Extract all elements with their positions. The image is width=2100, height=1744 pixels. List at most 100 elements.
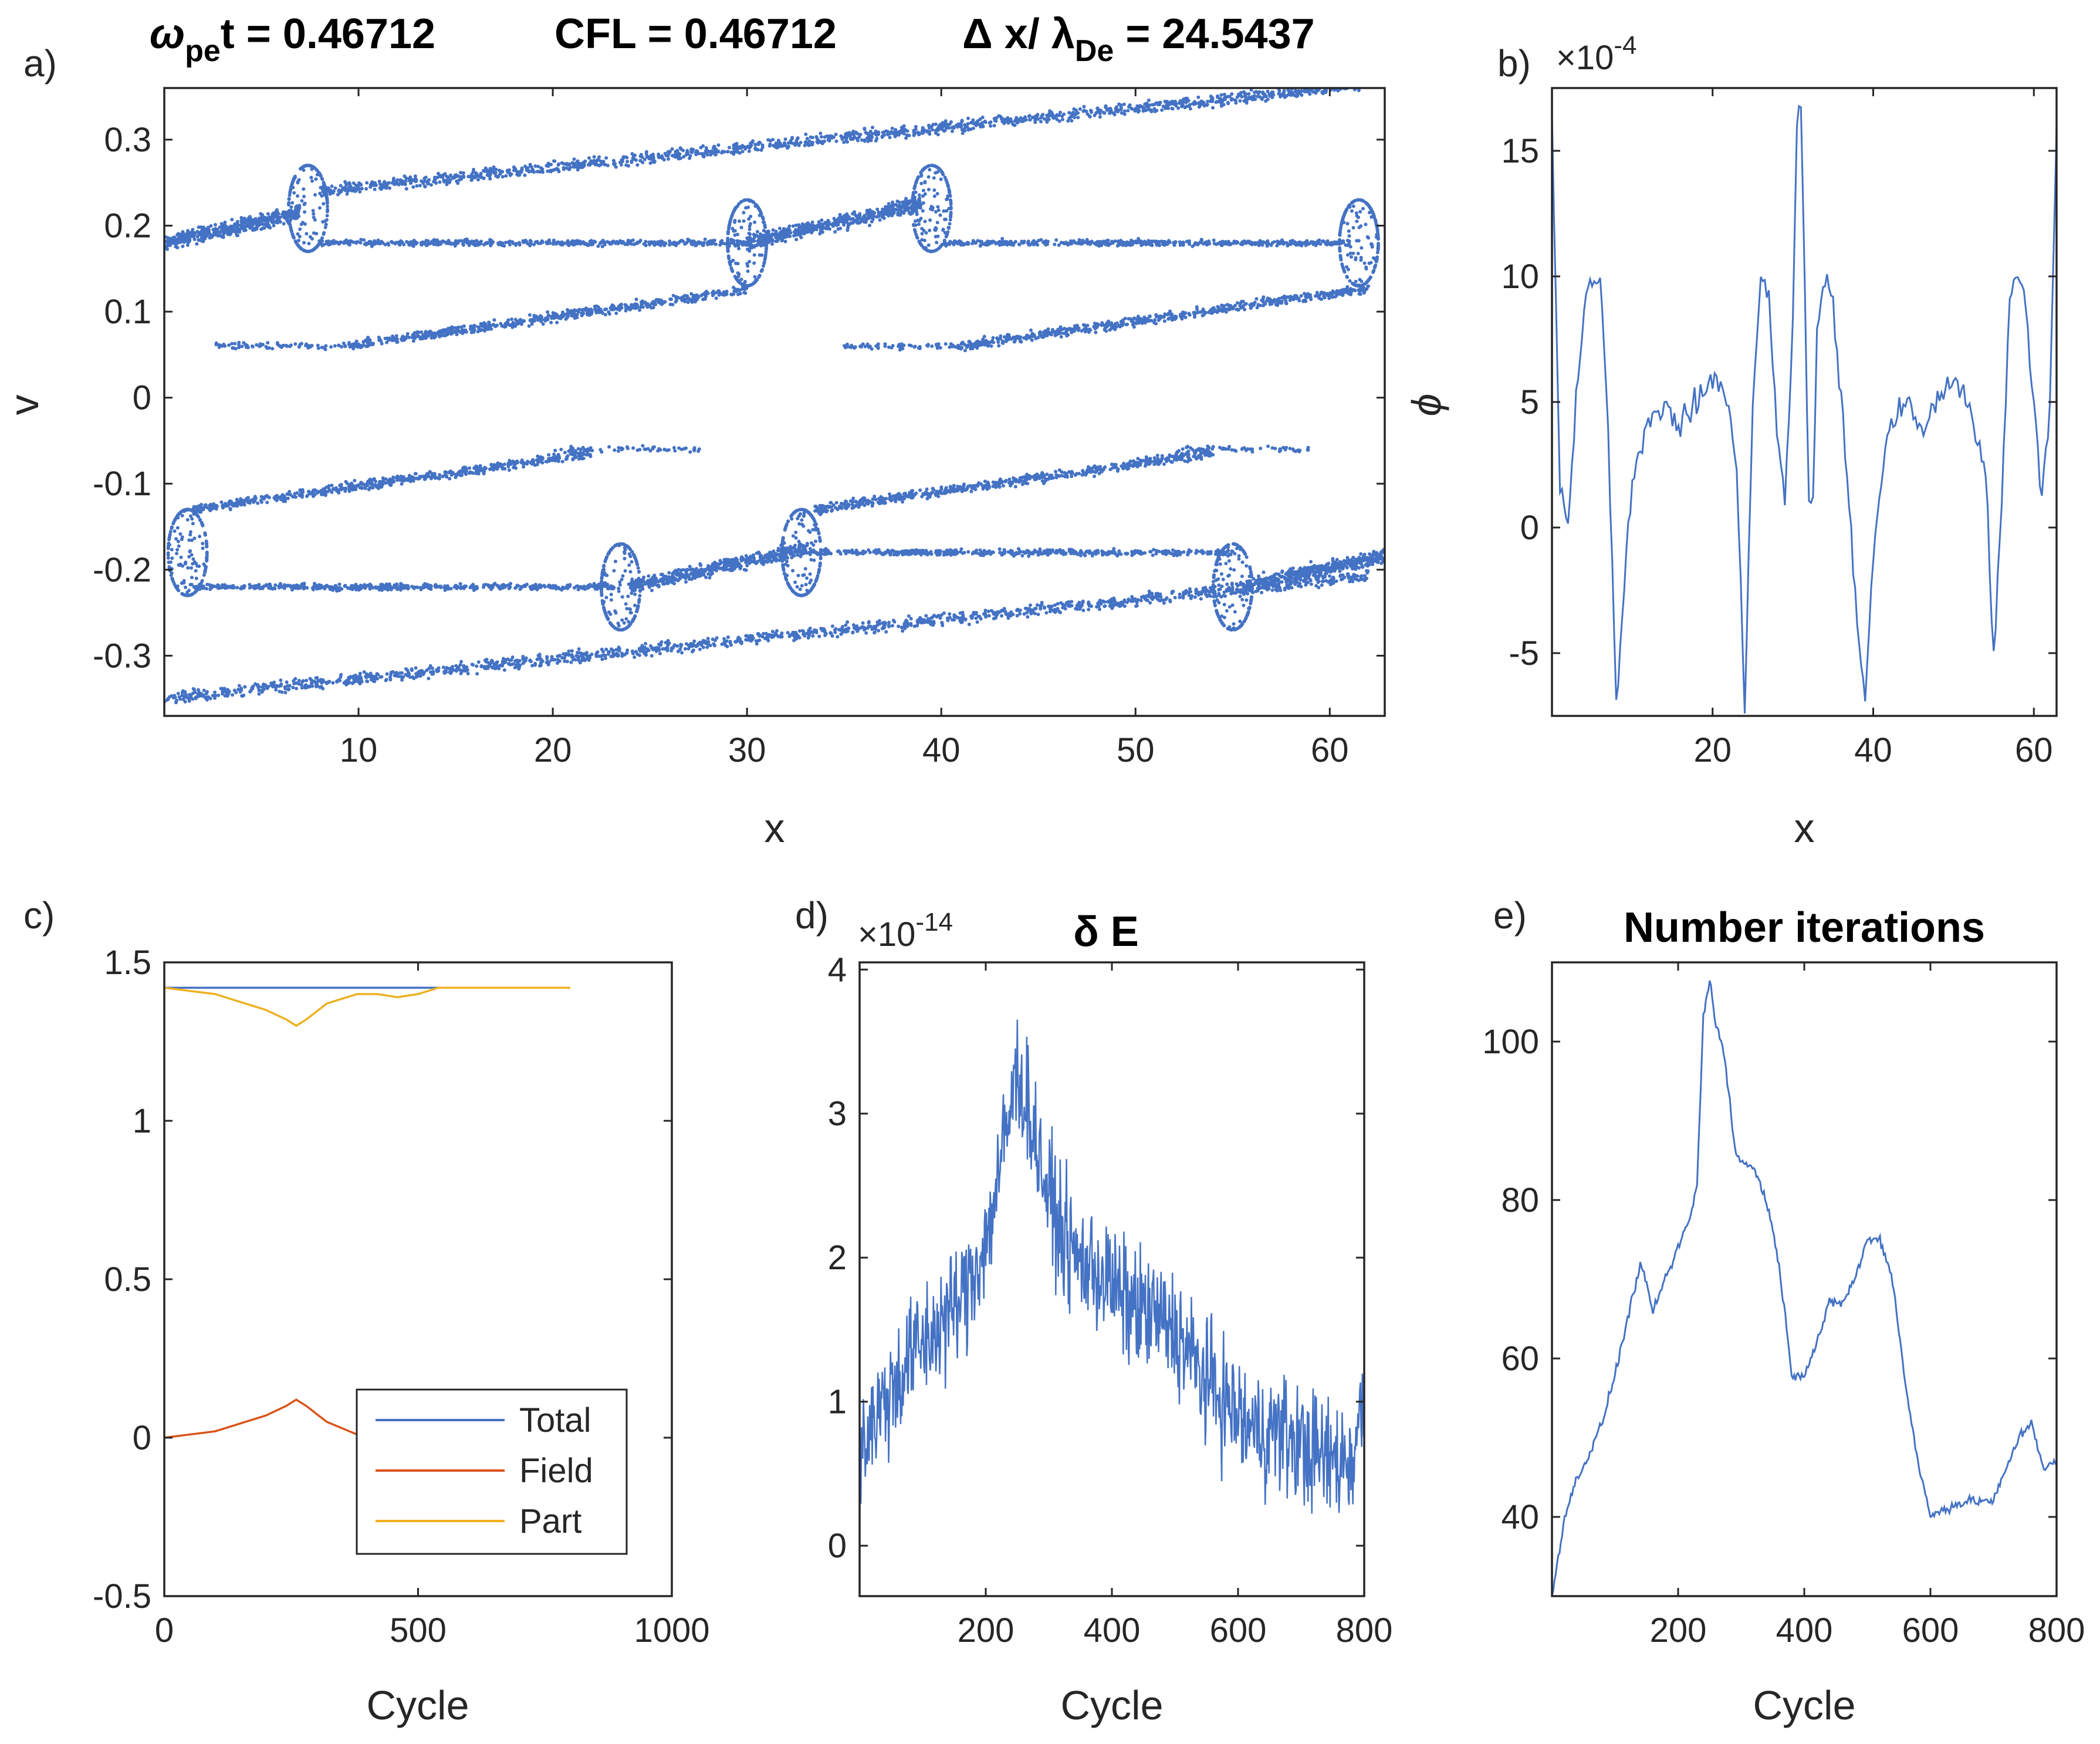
phase-point — [1121, 318, 1125, 322]
phase-point — [1234, 101, 1238, 105]
phase-point — [546, 164, 550, 168]
phase-point — [1082, 104, 1086, 109]
phase-point — [516, 173, 520, 177]
phase-point — [486, 326, 491, 330]
phase-point — [611, 306, 615, 310]
phase-point — [1243, 307, 1247, 312]
phase-point — [989, 344, 993, 348]
phase-point — [897, 343, 901, 347]
phase-point — [275, 219, 279, 223]
phase-point — [759, 148, 763, 152]
phase-point — [1046, 327, 1050, 331]
phase-point — [371, 343, 375, 347]
phase-point — [531, 168, 535, 172]
phase-point — [981, 340, 985, 344]
phase-point — [640, 303, 644, 307]
phase-point — [809, 135, 813, 139]
phase-point — [981, 337, 985, 342]
phase-point — [1128, 103, 1132, 107]
phase-point — [1096, 323, 1100, 327]
phase-point — [599, 163, 603, 167]
phase-point — [875, 207, 880, 211]
phase-point — [265, 346, 269, 350]
phase-point — [501, 170, 505, 174]
phase-point — [837, 216, 841, 220]
phase-point — [1090, 239, 1094, 244]
phase-point — [1081, 109, 1085, 113]
phase-point — [1122, 112, 1127, 116]
phase-point — [275, 341, 279, 345]
phase-point — [244, 345, 248, 349]
phase-point — [976, 343, 980, 347]
phase-point — [1196, 242, 1200, 246]
phase-point — [843, 346, 847, 350]
phase-point — [192, 237, 197, 241]
phase-point — [1204, 310, 1208, 315]
phase-point — [327, 188, 331, 192]
title-dx-sub: De — [1075, 34, 1114, 68]
phase-point — [503, 241, 508, 245]
panel-a-plot-area — [164, 88, 1385, 705]
phase-point — [449, 329, 453, 333]
phase-point — [270, 347, 275, 351]
phase-point — [195, 242, 199, 246]
phase-point — [890, 346, 894, 350]
phase-point — [594, 161, 598, 164]
phase-point — [806, 230, 810, 234]
phase-point — [834, 139, 838, 143]
phase-point — [918, 206, 922, 210]
phase-point — [422, 241, 427, 245]
phase-point — [572, 157, 576, 161]
phase-point — [1158, 103, 1161, 107]
phase-point — [970, 347, 975, 350]
phase-point — [681, 148, 685, 153]
phase-point — [891, 211, 895, 215]
phase-point — [458, 330, 462, 334]
phase-point — [527, 324, 531, 328]
phase-point — [1149, 108, 1153, 112]
phase-point — [1049, 110, 1053, 114]
phase-point — [266, 341, 270, 345]
phase-point — [678, 146, 682, 150]
phase-point — [510, 317, 514, 321]
phase-point — [630, 306, 634, 310]
phase-point — [623, 242, 627, 246]
phase-point — [227, 343, 231, 347]
phase-point — [538, 317, 542, 321]
phase-point — [251, 344, 255, 349]
phase-point — [1272, 93, 1276, 97]
phase-point — [546, 317, 550, 322]
phase-point — [248, 224, 252, 228]
phase-point — [441, 173, 445, 177]
phase-point — [461, 171, 465, 175]
phase-point — [218, 343, 222, 347]
phase-point — [546, 169, 550, 173]
phase-point — [887, 214, 891, 218]
phase-point — [772, 233, 776, 237]
phase-point — [630, 152, 634, 156]
phase-point — [936, 133, 940, 137]
phase-point — [967, 340, 971, 344]
phase-point — [1286, 244, 1290, 248]
phase-point — [969, 127, 973, 131]
phase-point — [871, 217, 875, 221]
phase-point — [587, 313, 591, 317]
phase-point — [430, 239, 434, 244]
phase-point — [333, 186, 337, 190]
phase-point — [1160, 108, 1164, 112]
phase-point — [1303, 292, 1306, 296]
phase-point — [218, 231, 222, 235]
phase-point — [921, 127, 925, 131]
phase-point — [1132, 240, 1137, 244]
phase-point — [1111, 111, 1115, 115]
phase-point — [181, 230, 185, 234]
phase-point — [1236, 241, 1240, 245]
phase-point — [327, 243, 331, 247]
phase-point — [253, 228, 257, 232]
phase-point — [235, 219, 239, 224]
phase-point — [188, 236, 192, 241]
phase-point — [983, 119, 987, 123]
phase-point — [1327, 293, 1331, 297]
phase-point — [1021, 119, 1025, 123]
phase-point — [781, 229, 785, 233]
